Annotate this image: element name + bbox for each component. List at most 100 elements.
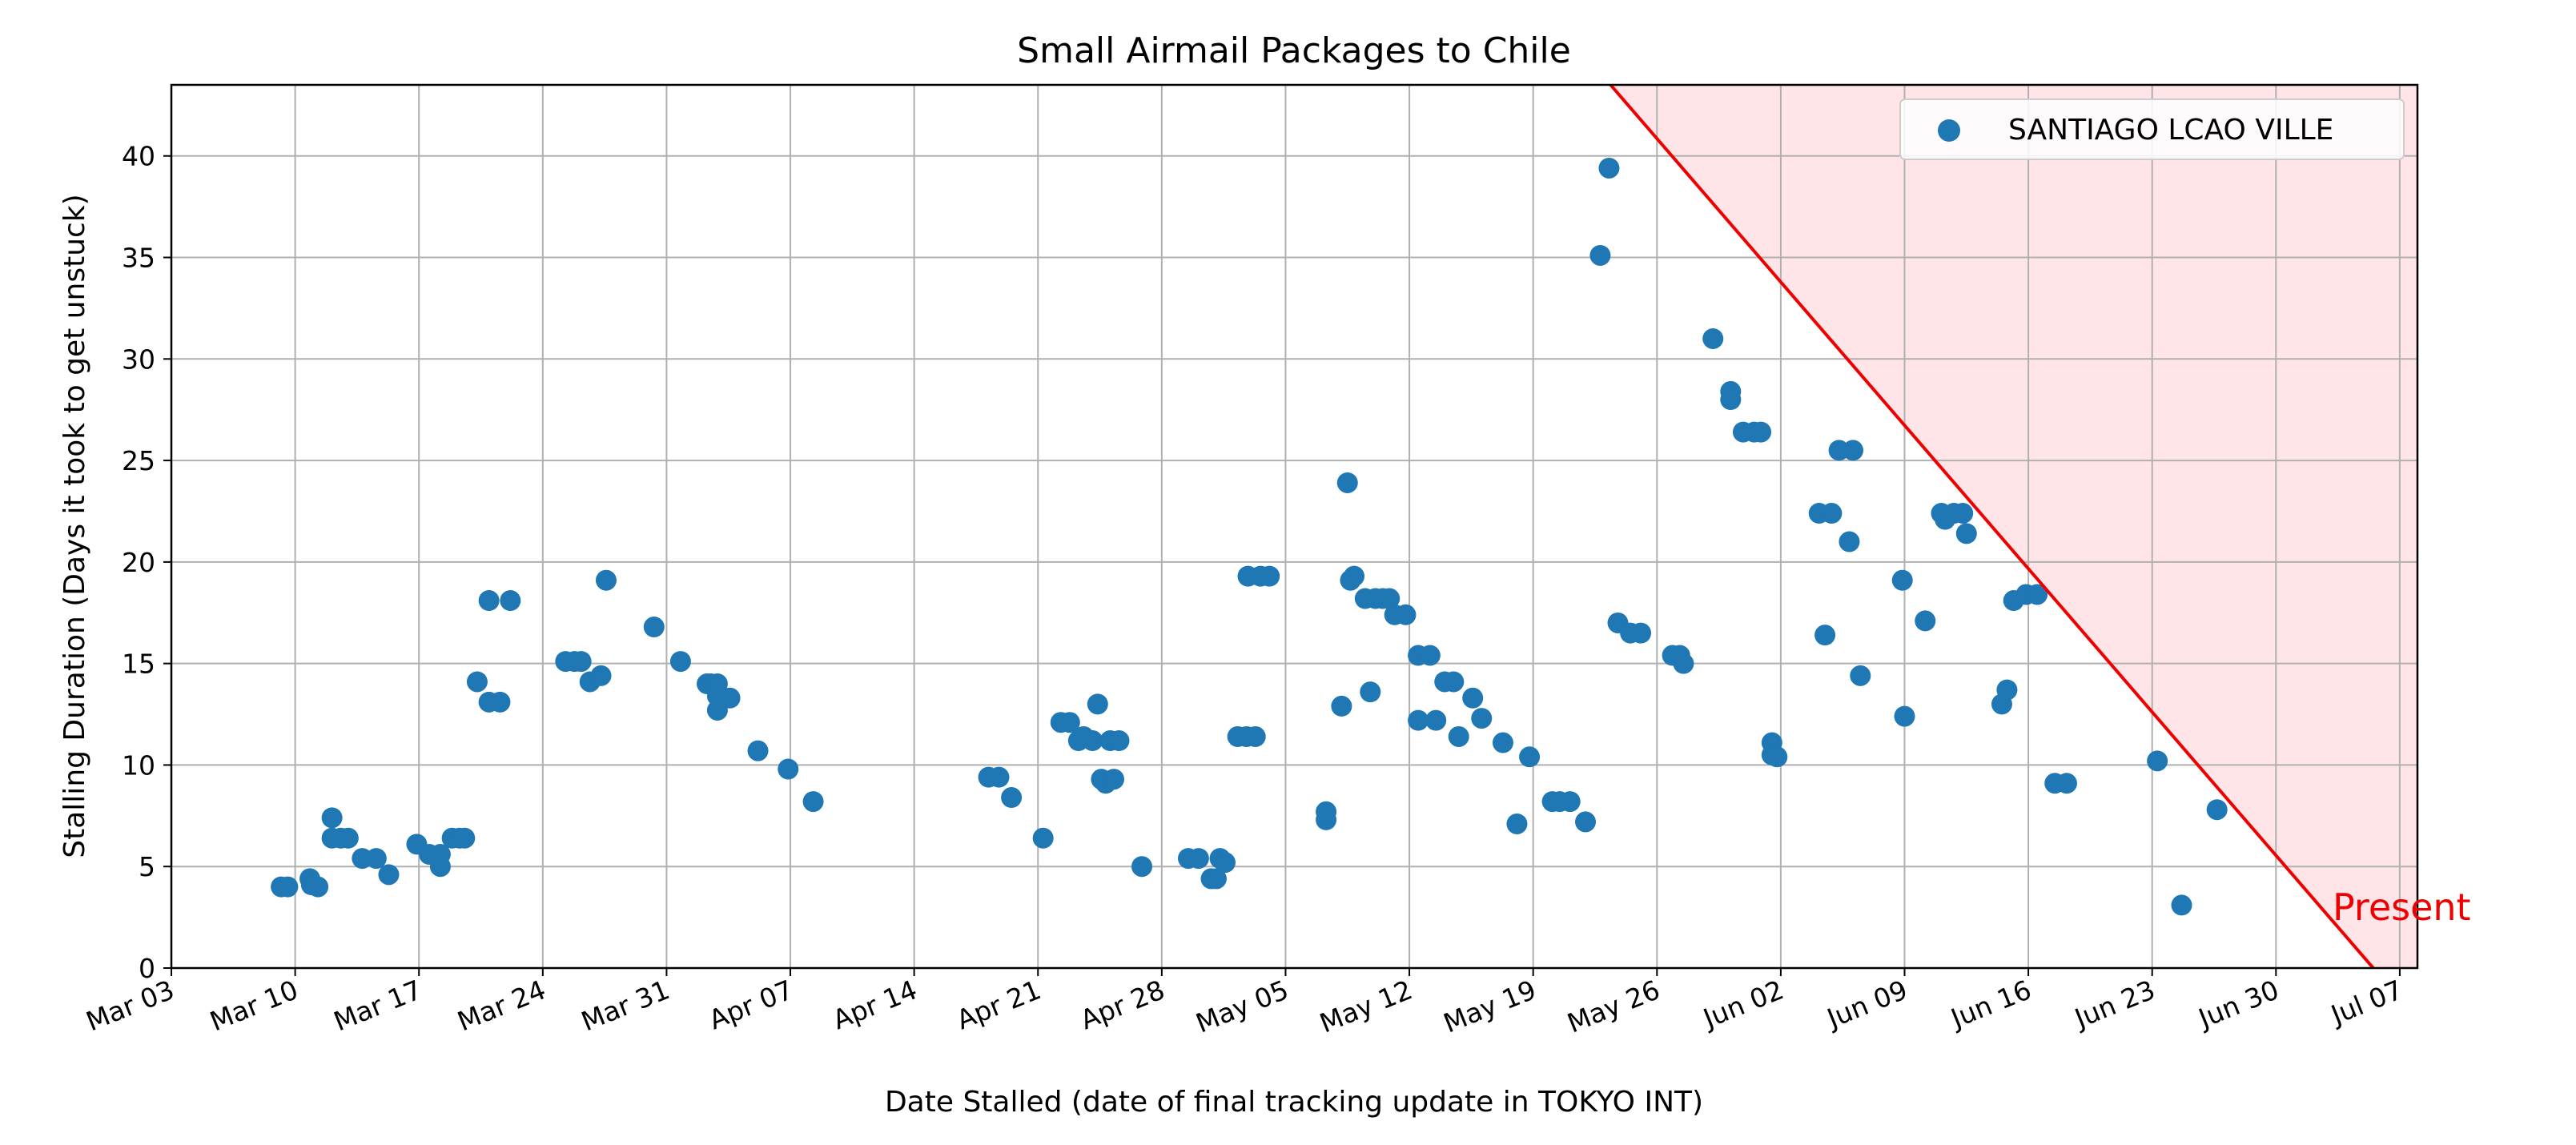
data-point [802,791,824,813]
data-point [1630,622,1652,644]
data-point [1408,709,1429,731]
data-point [429,844,451,866]
data-point [1082,730,1103,752]
data-point [1996,679,2018,701]
data-point [1559,791,1581,813]
data-point [2147,750,2168,772]
data-point [489,691,511,713]
data-point [1395,604,1417,625]
data-point [1131,856,1153,878]
legend-frame [1899,98,2405,160]
data-point [2171,894,2192,916]
y-tick-label: 30 [122,344,155,375]
data-point [1087,693,1108,715]
legend-entry-label: SANTIAGO LCAO VILLE [2008,114,2333,147]
data-point [1188,848,1209,870]
data-point [719,687,741,709]
x-axis-label: Date Stalled (date of final tracking upd… [885,1086,1703,1119]
data-point [643,617,665,638]
data-point [778,758,799,780]
y-tick-label: 35 [122,243,155,274]
data-point [590,665,612,686]
data-point [1059,712,1080,733]
data-point [747,740,769,761]
y-tick-label: 25 [122,445,155,476]
data-point [1336,472,1358,493]
data-point [1360,681,1381,703]
data-point [1575,811,1597,833]
data-point [1850,665,1871,686]
data-point [1952,503,1974,524]
data-point [1589,244,1611,266]
data-point [1205,868,1227,890]
data-point [500,590,521,612]
data-point [466,671,488,693]
data-point [1843,440,1864,461]
data-point [1471,708,1493,729]
data-point [1894,705,1915,727]
data-point [1244,725,1266,747]
y-tick-label: 15 [122,649,155,680]
data-point [2056,773,2077,794]
data-point [1331,695,1352,717]
data-point [1316,801,1337,822]
data-point [1720,389,1742,411]
data-point [454,827,476,849]
data-point [1103,769,1125,790]
y-axis-label: Stalling Duration (Days it took to get u… [58,194,91,858]
data-point [570,651,592,673]
data-point [1702,327,1724,349]
y-tick-label: 5 [139,851,155,882]
data-point [988,766,1010,788]
data-point [1506,813,1528,834]
data-point [1814,625,1836,646]
y-tick-label: 20 [122,547,155,578]
data-point [1955,523,1977,544]
present-label: Present [2333,886,2471,929]
present-line-group [1609,85,2376,968]
data-point [1519,746,1541,768]
legend-marker [1938,119,1960,142]
data-point [1821,503,1843,524]
data-point [337,827,359,849]
data-point [1750,421,1772,443]
data-point [1425,709,1447,731]
data-point [2027,584,2048,605]
data-point [478,590,500,612]
present-shaded-area [1610,85,2417,968]
data-point [2206,799,2228,821]
data-point [307,876,329,898]
data-point [277,876,299,898]
data-point [1443,671,1465,693]
chart-title: Small Airmail Packages to Chile [1017,30,1571,71]
scatter-points [271,157,2228,916]
data-point [1344,565,1365,587]
data-point [1001,787,1023,809]
data-point [1419,645,1441,666]
data-point [365,848,387,870]
data-point [1214,852,1236,874]
data-point [1259,565,1280,587]
data-point [1891,569,1913,591]
y-tick-label: 10 [122,749,155,781]
data-point [1915,610,1936,632]
data-point [1108,730,1130,752]
data-point [595,569,617,591]
data-point [1839,531,1860,552]
data-point [1673,653,1694,674]
y-tick-label: 0 [139,953,155,984]
data-point [669,651,691,673]
present-line [1609,85,2376,968]
legend: SANTIAGO LCAO VILLE [1899,98,2405,160]
data-point [1379,588,1401,609]
data-point [1032,827,1054,849]
data-point [1462,687,1484,709]
y-tick-label: 40 [122,141,155,172]
data-point [1492,732,1513,753]
present-region [1610,85,2417,968]
data-point [321,807,343,829]
data-point [1448,725,1469,747]
data-point [1766,746,1788,768]
plot-frame [170,83,2419,970]
